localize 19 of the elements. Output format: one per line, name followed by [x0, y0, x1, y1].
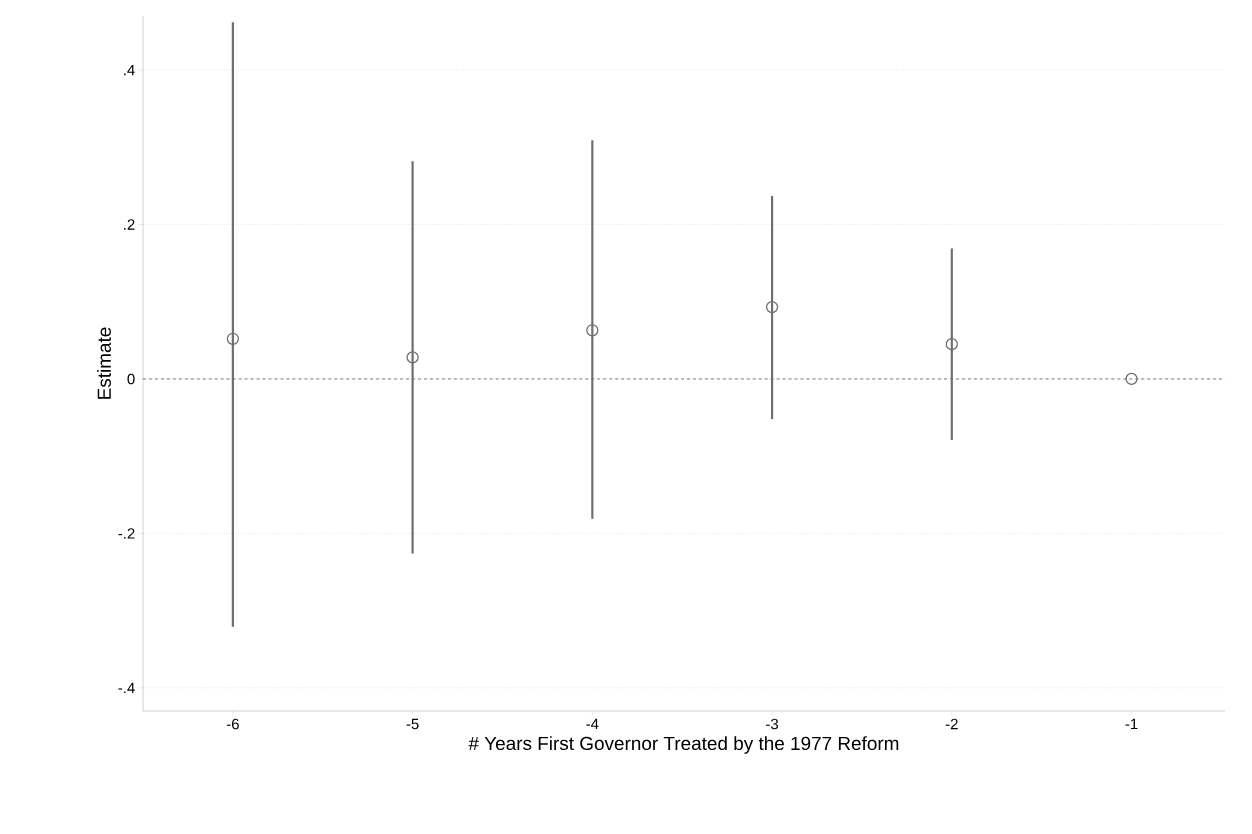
y-tick-label: .2 [124, 219, 135, 230]
x-tick-label: -1 [1125, 718, 1138, 730]
y-tick-label: -.4 [118, 682, 135, 693]
point [226, 332, 240, 345]
point [586, 324, 599, 337]
y-tick-label: -.2 [118, 528, 135, 539]
point [765, 300, 779, 314]
x-tick-label: -4 [586, 718, 599, 730]
point [945, 338, 958, 351]
y-tick-label: .4 [124, 64, 135, 76]
point [1125, 372, 1138, 386]
y-axis-title: Estimate [97, 327, 111, 399]
x-tick-label: -5 [406, 718, 419, 730]
x-tick-label: -3 [766, 718, 779, 730]
x-tick-label: -2 [945, 718, 958, 730]
x-tick-label: -6 [226, 718, 239, 730]
y-tick-label: 0 [127, 373, 135, 385]
point [406, 351, 419, 364]
x-axis-title: # Years First Governor Treated by the 1977 Reform [468, 736, 899, 754]
